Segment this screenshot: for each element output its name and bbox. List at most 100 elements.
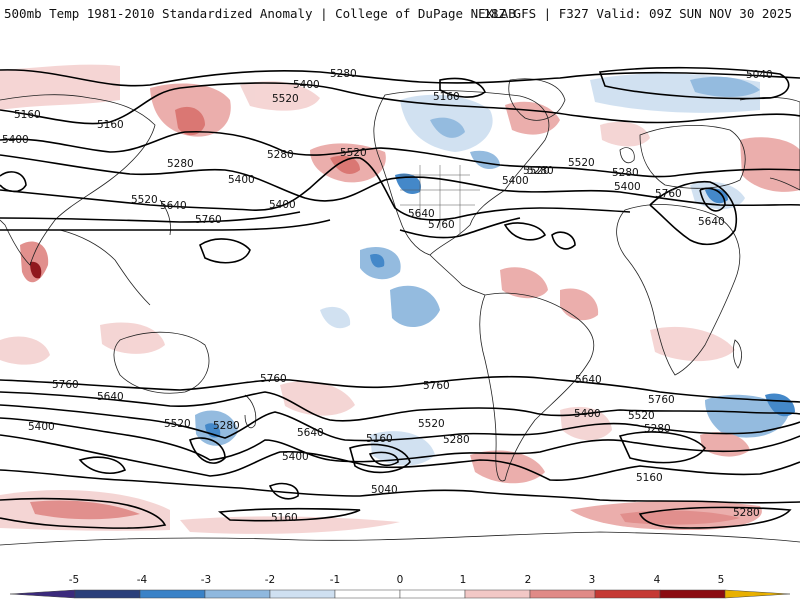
height-label: 5280 <box>443 434 470 446</box>
contour-line <box>0 469 800 504</box>
anomaly-blob <box>30 261 42 279</box>
contour-line <box>399 217 521 239</box>
height-label: 5400 <box>2 134 29 146</box>
contour-line <box>217 507 361 522</box>
height-label: 5280 <box>733 507 760 519</box>
contour-line <box>78 456 127 474</box>
contour-line <box>0 219 331 231</box>
colorbar-segment <box>464 589 531 599</box>
map-panel[interactable]: 5280 5040 5400 5520 5160 5160 5400 5280 … <box>0 40 800 558</box>
height-label: 5400 <box>282 451 309 463</box>
contour-line <box>0 171 27 193</box>
contour-line <box>0 404 800 442</box>
anomaly-blob <box>0 64 120 110</box>
coastlines <box>0 78 800 546</box>
coast-uk <box>619 147 635 164</box>
height-label: 5160 <box>366 433 393 445</box>
anomaly-blob <box>600 121 650 147</box>
contour-line <box>0 130 800 178</box>
height-label: 5520 <box>628 410 655 422</box>
colorbar-tick-label: 2 <box>525 574 532 586</box>
height-label: 5040 <box>371 484 398 496</box>
height-label: 5400 <box>269 199 296 211</box>
anomaly-blob <box>330 155 360 174</box>
header: 500mb Temp 1981-2010 Standardized Anomal… <box>0 0 800 30</box>
colorbar-ticks: -5 -4 -3 -2 -1 0 1 2 3 4 5 <box>69 574 725 586</box>
height-label: 5520 <box>418 418 445 430</box>
colorbar-tick-label: 3 <box>589 574 596 586</box>
height-label: 5520 <box>272 93 299 105</box>
colorbar-tick-label: 4 <box>654 574 661 586</box>
us-borders <box>400 165 480 235</box>
colorbar-segment <box>139 589 206 599</box>
height-label: 5280 <box>612 167 639 179</box>
height-label: 5760 <box>195 214 222 226</box>
height-label: 5400 <box>574 408 601 420</box>
height-label: 5640 <box>408 208 435 220</box>
height-label: 5520 <box>523 165 550 177</box>
colorbar-tick-label: 5 <box>718 574 725 586</box>
height-label: 5280 <box>330 68 357 80</box>
height-label: 5520 <box>131 194 158 206</box>
height-label: 5280 <box>527 165 554 177</box>
height-label: 5520 <box>568 157 595 169</box>
anomaly-blob <box>650 326 735 362</box>
colorbar: -5 -4 -3 -2 -1 0 1 2 3 4 5 <box>0 570 800 600</box>
colorbar-segment <box>659 589 726 599</box>
colorbar-segment <box>269 589 336 599</box>
colorbar-segments <box>9 589 791 599</box>
contour-line <box>189 437 226 464</box>
coast-japan <box>159 199 171 236</box>
height-label: 5520 <box>164 418 191 430</box>
height-label: 5160 <box>271 512 298 524</box>
map-title: 500mb Temp 1981-2010 Standardized Anomal… <box>4 6 516 21</box>
height-label: 5160 <box>14 109 41 121</box>
height-label: 5400 <box>614 181 641 193</box>
colorbar-segment <box>74 589 141 599</box>
anomaly-blob <box>395 173 421 195</box>
colorbar-segment <box>399 589 466 599</box>
height-label: 5040 <box>746 69 773 81</box>
contour-line <box>0 497 167 529</box>
anomaly-shading <box>0 64 800 534</box>
coast-southeast-asia <box>59 229 151 306</box>
contour-line <box>0 375 800 403</box>
anomaly-blob <box>430 117 465 138</box>
coast-australia <box>113 331 210 394</box>
colorbar-tick-label: -5 <box>69 574 79 586</box>
height-label: 5280 <box>644 423 671 435</box>
contour-line <box>0 154 800 207</box>
anomaly-blob <box>280 381 355 416</box>
coast-south-america <box>479 292 595 482</box>
height-label: 5400 <box>28 421 55 433</box>
coast-africa <box>616 204 741 376</box>
colorbar-tick-label: -1 <box>330 574 340 586</box>
coast-new-zealand <box>244 394 257 429</box>
anomaly-blob <box>0 336 50 365</box>
contour-line <box>638 506 792 529</box>
coast-central-america <box>429 254 486 296</box>
contour-line <box>439 77 486 98</box>
height-label: 5400 <box>228 174 255 186</box>
map-canvas: 5280 5040 5400 5520 5160 5160 5400 5280 … <box>0 64 800 546</box>
height-label: 5760 <box>428 219 455 231</box>
contour-line <box>349 443 411 474</box>
contour-line <box>0 434 800 482</box>
anomaly-blob <box>505 101 560 135</box>
height-label: 5760 <box>423 380 450 392</box>
height-label: 5640 <box>575 374 602 386</box>
contour-line <box>199 238 251 264</box>
colorbar-segment <box>204 589 271 599</box>
contour-line <box>551 231 576 250</box>
height-label: 5160 <box>636 472 663 484</box>
colorbar-tick-label: 0 <box>397 574 404 586</box>
border-line <box>400 165 480 235</box>
anomaly-blob <box>765 393 795 417</box>
anomaly-blob <box>175 106 205 136</box>
colorbar-segment <box>724 589 791 599</box>
height-label: 5640 <box>698 216 725 228</box>
contour-line <box>0 211 301 223</box>
contour-line <box>0 417 800 463</box>
height-label: 5760 <box>52 379 79 391</box>
contour-line <box>368 451 399 467</box>
